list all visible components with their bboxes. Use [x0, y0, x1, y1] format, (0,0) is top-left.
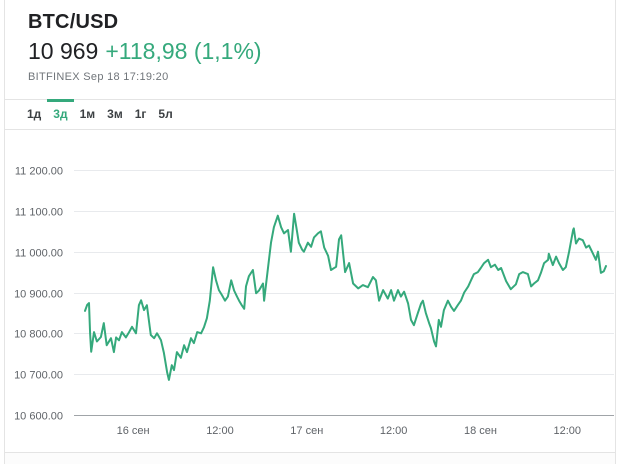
price-row: 10 969 +118,98 (1,1%): [28, 36, 615, 66]
range-tab-1г[interactable]: 1г: [129, 100, 153, 129]
y-axis-label: 10 600.00: [14, 411, 63, 423]
bottom-divider: [5, 452, 615, 464]
price-chart-canvas[interactable]: 11 200.00 11 100.00 11 000.00 10 900.00 10 8…: [5, 130, 617, 452]
finance-widget: BTC/USD 10 969 +118,98 (1,1%) BITFINEX Se…: [4, 0, 616, 464]
y-axis-label: 10 900.00: [14, 289, 63, 301]
x-axis-label: 12:00: [554, 425, 582, 437]
x-axis-label: 12:00: [380, 425, 408, 437]
exchange-timestamp: BITFINEX Sep 18 17:19:20: [28, 71, 169, 83]
x-axis-label: 18 сен: [464, 425, 497, 437]
quote-header: BTC/USD 10 969 +118,98 (1,1%) BITFINEX Se…: [5, 0, 615, 99]
range-tab-1м[interactable]: 1м: [74, 100, 102, 129]
x-axis-label: 16 сен: [117, 425, 150, 437]
instrument-title: BTC/USD: [28, 11, 119, 33]
range-tabs: 1д 3д 1м 3м 1г 5л: [5, 99, 615, 130]
y-axis-label: 11 000.00: [15, 248, 63, 260]
range-tab-3м[interactable]: 3м: [101, 100, 129, 129]
x-axis-label: 17 сен: [290, 425, 323, 437]
current-price: 10 969: [28, 38, 99, 64]
range-tab-3д[interactable]: 3д: [47, 99, 74, 129]
y-axis-label: 11 100.00: [15, 207, 63, 219]
y-axis-label: 11 200.00: [15, 166, 63, 178]
price-change: +118,98 (1,1%): [105, 38, 262, 64]
range-tab-1д[interactable]: 1д: [21, 100, 47, 129]
price-line: [84, 212, 607, 381]
x-axis-label: 12:00: [206, 425, 234, 437]
price-chart[interactable]: 11 200.00 11 100.00 11 000.00 10 900.00 10 8…: [5, 130, 615, 452]
y-axis-label: 10 700.00: [14, 370, 63, 382]
range-tab-5л[interactable]: 5л: [152, 100, 178, 129]
y-axis-label: 10 800.00: [14, 329, 63, 341]
